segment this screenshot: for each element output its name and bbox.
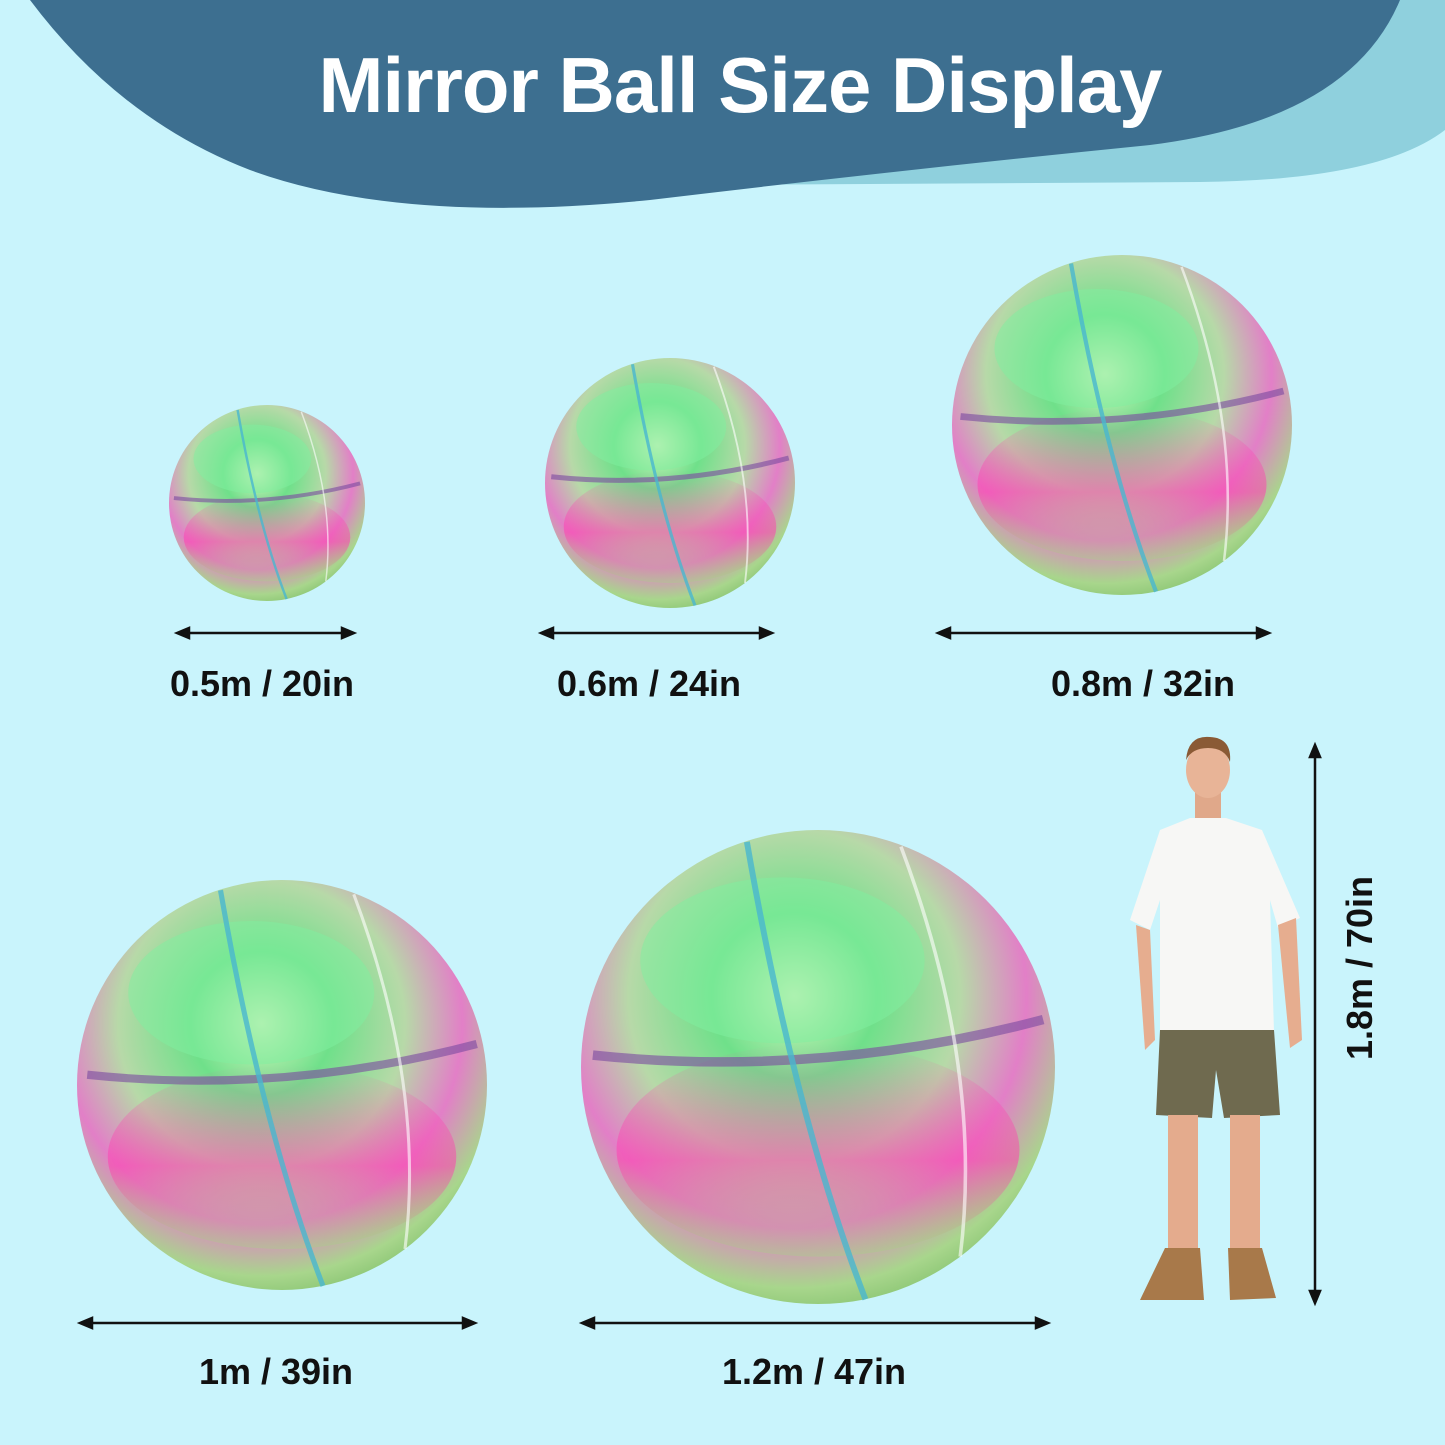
- ball-0.5m: [167, 403, 367, 603]
- header-wave: [30, 0, 1400, 208]
- size-label: 1m / 39in: [198, 1351, 354, 1392]
- person-height-label: 1.8m / 70in: [1339, 875, 1380, 1061]
- ball-1.2m: [581, 830, 1055, 1304]
- size-label: 1.2m / 47in: [721, 1351, 907, 1392]
- dimension-arrows: [76, 626, 1322, 1330]
- ball-1m: [77, 880, 487, 1290]
- size-label: 0.5m / 20in: [169, 663, 355, 704]
- size-label: 0.6m / 24in: [556, 663, 742, 704]
- size-label: 0.8m / 32in: [1050, 663, 1236, 704]
- ball-0.8m: [952, 255, 1292, 595]
- page-title: Mirror Ball Size Display: [318, 41, 1163, 129]
- ball-0.6m: [545, 358, 795, 608]
- person-figure: [1130, 736, 1302, 1300]
